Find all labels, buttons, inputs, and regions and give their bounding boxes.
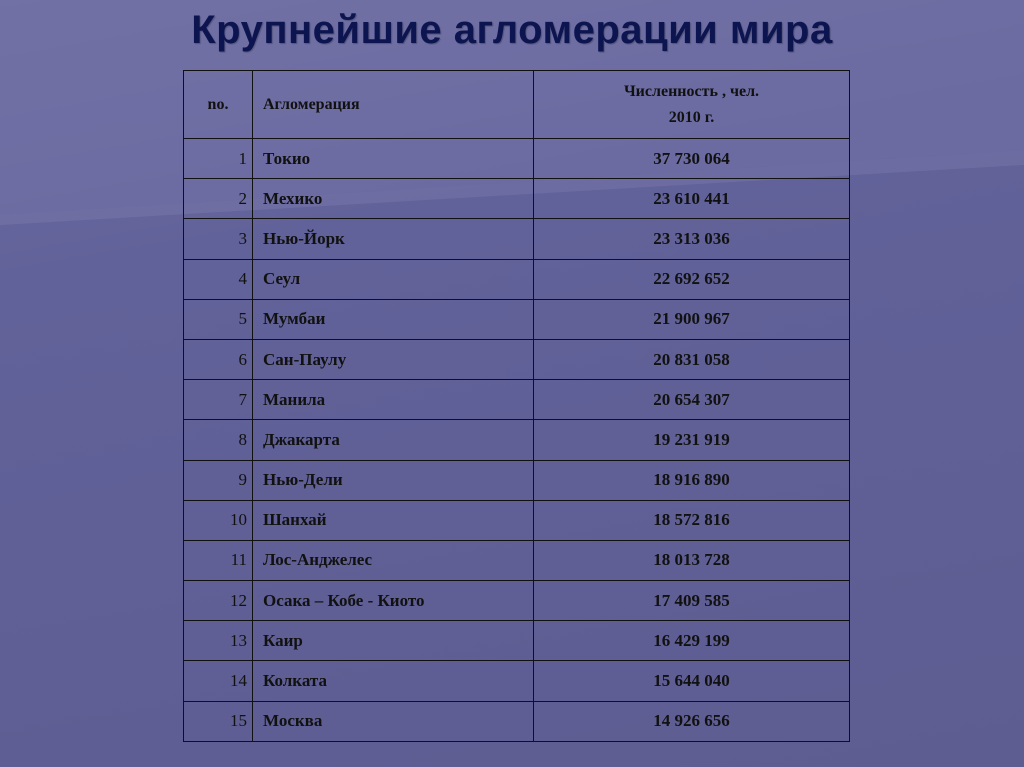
table-row: 11 Лос-Анджелес 18 013 728 [183,539,850,582]
population-cell: 20 831 058 [533,338,850,381]
header-cell: Численность , чел. 2010 г. [533,70,850,139]
rank-cell: 7 [183,379,253,421]
population-cell: 23 610 441 [533,178,850,220]
table-row: 6 Сан-Паулу 20 831 058 [183,338,850,381]
name-cell: Мехико [252,178,534,220]
header-cell: Агломерация [252,70,534,139]
rank-cell: 11 [183,539,253,582]
rank-cell: 1 [183,137,253,180]
rank-cell: 6 [183,338,253,381]
table-row: 5 Мумбаи 21 900 967 [183,298,850,340]
table-row: 15 Москва 14 926 656 [183,700,850,742]
population-cell: 15 644 040 [533,660,850,702]
rank-cell: 13 [183,620,253,662]
rank-cell: 5 [183,298,253,340]
population-cell: 17 409 585 [533,580,850,622]
rank-cell: 2 [183,178,253,220]
name-cell: Шанхай [252,499,534,541]
name-cell: Сеул [252,258,534,300]
table-row: 8 Джакарта 19 231 919 [183,419,850,461]
rank-cell: 9 [183,459,253,501]
table-row: 3 Нью-Йорк 23 313 036 [183,218,850,260]
population-cell: 14 926 656 [533,700,850,742]
rank-cell: 8 [183,419,253,461]
population-cell: 18 572 816 [533,499,850,541]
header-row: no. Агломерация Численность , чел. 2010 … [183,70,850,139]
population-cell: 20 654 307 [533,379,850,421]
name-cell: Москва [252,700,534,742]
rank-cell: 15 [183,700,253,742]
name-cell: Мумбаи [252,298,534,340]
name-cell: Нью-Йорк [252,218,534,260]
name-cell: Осака – Кобе - Киото [252,580,534,622]
table-row: 9 Нью-Дели 18 916 890 [183,459,850,501]
rank-cell: 10 [183,499,253,541]
population-cell: 22 692 652 [533,258,850,300]
population-cell: 16 429 199 [533,620,850,662]
name-cell: Лос-Анджелес [252,539,534,582]
table-row: 7 Манила 20 654 307 [183,379,850,421]
population-cell: 23 313 036 [533,218,850,260]
table-row: 1 Токио 37 730 064 [183,137,850,180]
population-table: no. Агломерация Численность , чел. 2010 … [183,70,850,742]
rank-cell: 4 [183,258,253,300]
rank-cell: 3 [183,218,253,260]
header-text: Численность , чел. [623,82,760,100]
name-cell: Сан-Паулу [252,338,534,381]
table-row: 13 Каир 16 429 199 [183,620,850,662]
header-text: 2010 г. [668,108,715,126]
name-cell: Нью-Дели [252,459,534,501]
rank-cell: 14 [183,660,253,702]
population-cell: 37 730 064 [533,137,850,180]
slide-title: Крупнейшие агломерации мира [191,8,833,52]
table-row: 14 Колката 15 644 040 [183,660,850,702]
table-row: 12 Осака – Кобе - Киото 17 409 585 [183,580,850,622]
header-cell: no. [183,70,253,139]
table-row: 2 Мехико 23 610 441 [183,178,850,220]
population-cell: 19 231 919 [533,419,850,461]
name-cell: Каир [252,620,534,662]
name-cell: Манила [252,379,534,421]
table-row: 10 Шанхай 18 572 816 [183,499,850,541]
name-cell: Токио [252,137,534,180]
name-cell: Колката [252,660,534,702]
name-cell: Джакарта [252,419,534,461]
population-cell: 18 013 728 [533,539,850,582]
population-cell: 21 900 967 [533,298,850,340]
rank-cell: 12 [183,580,253,622]
population-cell: 18 916 890 [533,459,850,501]
table-row: 4 Сеул 22 692 652 [183,258,850,300]
